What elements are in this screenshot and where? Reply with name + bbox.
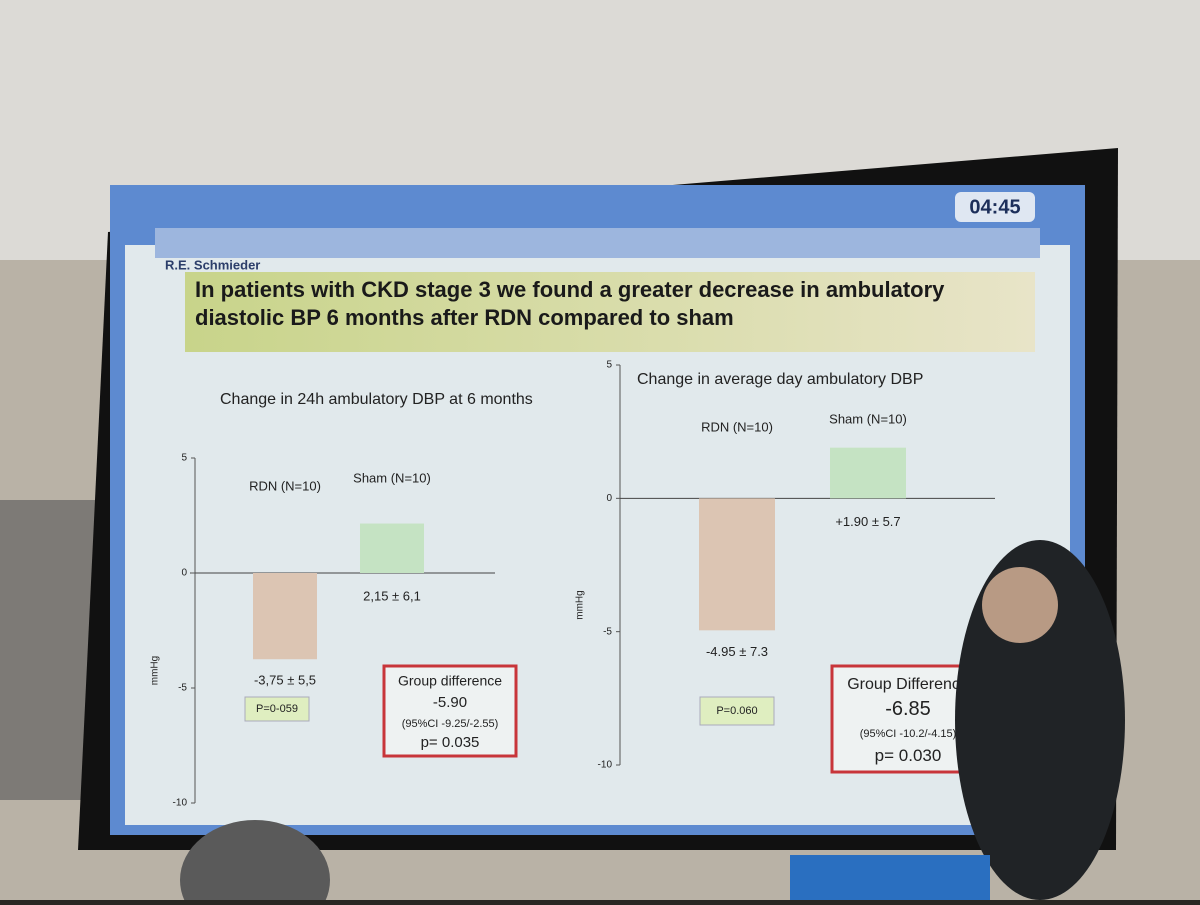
y-tick-label: 0 — [606, 493, 612, 504]
wall-panel — [0, 500, 95, 800]
y-tick-label: 5 — [181, 453, 187, 464]
speaker-head — [982, 567, 1058, 643]
y-tick-label: -10 — [173, 798, 188, 809]
y-axis-label: mmHg — [575, 590, 586, 619]
value-label: +1.90 ± 5.7 — [835, 514, 900, 529]
category-label: RDN (N=10) — [249, 478, 321, 493]
y-axis-label: mmHg — [150, 656, 161, 685]
bar — [253, 573, 317, 660]
value-label: -3,75 ± 5,5 — [254, 673, 316, 688]
category-label: Sham (N=10) — [829, 411, 907, 426]
p-value: P=0-059 — [256, 703, 298, 715]
y-tick-label: -10 — [598, 760, 613, 771]
audience — [180, 820, 330, 905]
timer: 04:45 — [969, 196, 1020, 218]
difference-box — [382, 664, 518, 758]
y-tick-label: 5 — [606, 360, 612, 371]
title-holder: In patients with CKD stage 3 we found a … — [195, 277, 945, 330]
chart-title: Change in 24h ambulatory DBP at 6 months — [220, 391, 533, 408]
y-tick-label: -5 — [603, 626, 612, 637]
y-tick-label: 0 — [181, 568, 187, 579]
difference-ci: (95%CI -10.2/-4.15) — [860, 728, 957, 740]
difference-title: Group Difference — [847, 676, 969, 693]
category-label: RDN (N=10) — [701, 419, 773, 434]
bar — [830, 447, 906, 499]
p-value: P=0.060 — [716, 705, 757, 717]
timer-box — [955, 192, 1035, 222]
header-strip — [155, 228, 1040, 258]
difference-value: -6.85 — [885, 698, 931, 720]
p-box — [244, 696, 310, 722]
category-label: Sham (N=10) — [353, 470, 431, 485]
presenter: R.E. Schmieder — [165, 257, 260, 272]
p-box — [699, 696, 775, 726]
difference-title: Group difference — [398, 673, 502, 689]
monitor — [790, 855, 990, 900]
bar — [699, 498, 775, 631]
difference-value: -5.90 — [433, 694, 467, 711]
title-banner — [185, 272, 1035, 352]
difference-ci: (95%CI -9.25/-2.55) — [402, 718, 499, 730]
chart-title: Change in average day ambulatory DBP — [637, 371, 923, 388]
value-label: 2,15 ± 6,1 — [363, 588, 421, 603]
bar — [360, 523, 424, 573]
y-tick-label: -5 — [178, 683, 187, 694]
difference-p: p= 0.030 — [875, 746, 942, 765]
difference-p: p= 0.035 — [421, 734, 480, 751]
slide-title: In patients with CKD stage 3 we found a … — [195, 277, 945, 330]
value-label: -4.95 ± 7.3 — [706, 644, 768, 659]
